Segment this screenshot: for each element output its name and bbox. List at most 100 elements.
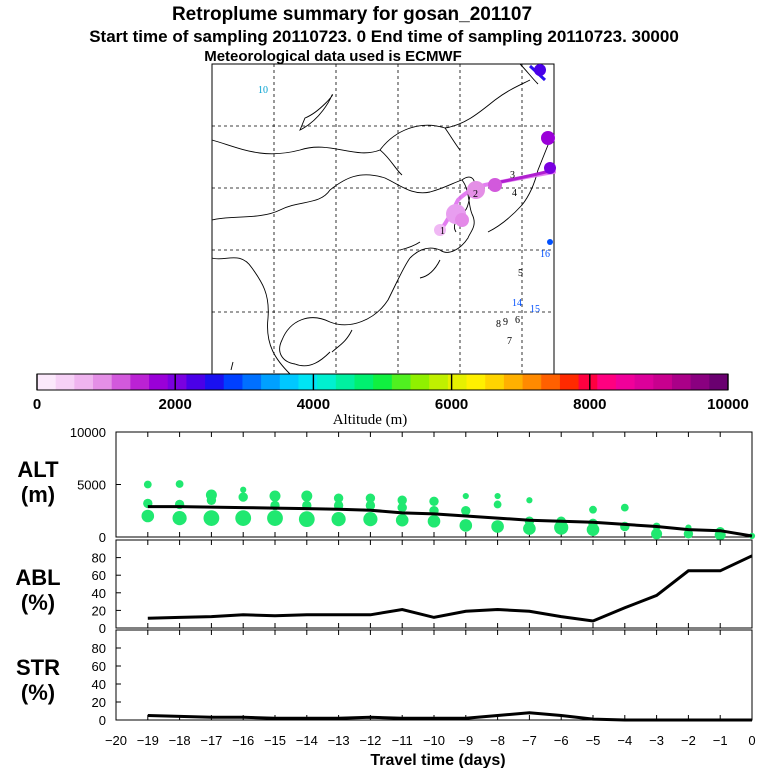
x-axis: −20 −19 −18 −17 −16 −15 −14 −13 −12 −11 −10 −9 −8 −7−…: [105, 733, 756, 768]
y-tick-label: 40: [92, 677, 106, 692]
alt-scatter-point: [461, 506, 471, 516]
str-panel: 0 20 40 60 80 STR(%): [16, 629, 753, 728]
alt-scatter-point: [175, 480, 184, 488]
alt-median-line: [147, 505, 753, 538]
alt-scatter-point: [206, 495, 217, 505]
colorbar-cell: [93, 374, 113, 390]
plume-blob: [534, 64, 546, 76]
colorbar-tick-label: 4000: [297, 396, 330, 413]
map-day-label: 7: [507, 336, 512, 347]
panel-ylabel-unit: (m): [21, 482, 55, 507]
colorbar-tick-label: 6000: [435, 396, 468, 413]
colorbar-cell: [242, 374, 262, 390]
alt-scatter-point: [523, 522, 536, 535]
coastlines: [211, 63, 551, 375]
y-tick-label: 20: [92, 603, 106, 618]
map-day-label: 1: [440, 226, 445, 237]
colorbar-cell: [223, 374, 243, 390]
panel-ylabel: ALT: [17, 457, 59, 482]
colorbar-cell: [391, 374, 412, 390]
alt-scatter-point: [298, 511, 315, 528]
colorbar-cell: [37, 374, 57, 390]
plume-track: [434, 64, 556, 245]
figure-title: Retroplume summary for gosan_201107: [172, 4, 532, 25]
x-tick-label: −16: [232, 733, 254, 748]
alt-scatter-point: [462, 492, 469, 500]
plume-blob: [467, 181, 485, 199]
colorbar-tick-label: 8000: [573, 396, 606, 413]
alt-scatter-point: [301, 490, 313, 502]
x-tick-label: −9: [458, 733, 473, 748]
alt-scatter-point: [683, 529, 694, 539]
alt-scatter-point: [269, 490, 281, 502]
abl-panel: 0 20 40 60 80 ABL(%): [15, 539, 753, 636]
plume-blob: [541, 131, 555, 145]
map-frame: [211, 63, 555, 375]
x-tick-label: −14: [296, 733, 318, 748]
sampling-times: Start time of sampling 20110723. 0 End t…: [89, 27, 679, 46]
alt-scatter-point: [586, 523, 600, 536]
colorbar-cell: [709, 374, 729, 390]
colorbar-cell: [615, 374, 636, 390]
colorbar-cell: [429, 374, 449, 390]
alt-scatter-point: [620, 503, 629, 512]
alt-scatter-point: [491, 520, 504, 533]
colorbar-cell: [149, 374, 169, 390]
x-tick-label: −3: [649, 733, 664, 748]
alt-scatter-point: [589, 505, 597, 514]
alt-scatter-point: [526, 497, 533, 504]
colorbar-cell: [466, 374, 486, 390]
alt-scatter-point: [365, 500, 376, 511]
alt-scatter-point: [172, 510, 187, 526]
y-tick-label: 0: [99, 530, 106, 545]
x-tick-label: −6: [554, 733, 569, 748]
map-day-label: 9: [503, 317, 508, 328]
colorbar-cell: [74, 374, 94, 390]
x-tick-label: −19: [137, 733, 159, 748]
colorbar-cell: [186, 374, 206, 390]
abl-series-line: [147, 554, 753, 623]
colorbar-cell: [410, 374, 430, 390]
met-data-line: Meteorological data used is ECMWF: [204, 48, 462, 65]
alt-scatter-point: [203, 510, 220, 526]
y-tick-label: 40: [92, 586, 106, 601]
y-tick-label: 10000: [70, 425, 106, 440]
plume-blob: [544, 162, 556, 174]
map-day-label: 5: [518, 268, 523, 279]
y-tick-label: 80: [92, 641, 106, 656]
x-tick-label: −10: [423, 733, 445, 748]
plume-blob: [488, 178, 502, 192]
colorbar-cell: [503, 374, 524, 390]
colorbar-cell: [205, 374, 225, 390]
colorbar-tick-label: 10000: [707, 396, 749, 413]
x-tick-label: −12: [359, 733, 381, 748]
x-tick-label: −4: [617, 733, 632, 748]
map-day-label: 3: [510, 170, 515, 181]
alt-scatter-point: [331, 512, 346, 527]
x-tick-label: −13: [328, 733, 350, 748]
alt-scatter-point: [397, 502, 407, 513]
map-day-label: 4: [512, 188, 517, 199]
x-tick-label: −1: [713, 733, 728, 748]
map-day-label: 2: [473, 189, 478, 200]
y-tick-label: 20: [92, 695, 106, 710]
map-day-label: 15: [530, 304, 540, 315]
colorbar-cell: [447, 374, 468, 390]
alt-scatter-point: [395, 513, 409, 527]
panel-frame: [115, 539, 753, 629]
y-tick-label: 0: [99, 621, 106, 636]
alt-scatter-point: [493, 500, 502, 509]
alt-scatter-point: [143, 480, 152, 489]
alt-scatter-point: [494, 492, 501, 500]
colorbar-cell: [261, 374, 281, 390]
altitude-colorbar: 0 2000 4000 6000 8000 10000 Altitude (m): [33, 373, 749, 428]
colorbar-cell: [298, 374, 318, 390]
alt-scatter-point: [429, 496, 439, 506]
alt-scatter-point: [363, 512, 378, 527]
colorbar-cell: [335, 374, 355, 390]
map-day-label: 10: [258, 85, 268, 96]
colorbar-cell: [485, 374, 505, 390]
x-tick-label: −15: [264, 733, 286, 748]
x-tick-label: −11: [392, 733, 413, 748]
y-tick-label: 5000: [77, 478, 106, 493]
